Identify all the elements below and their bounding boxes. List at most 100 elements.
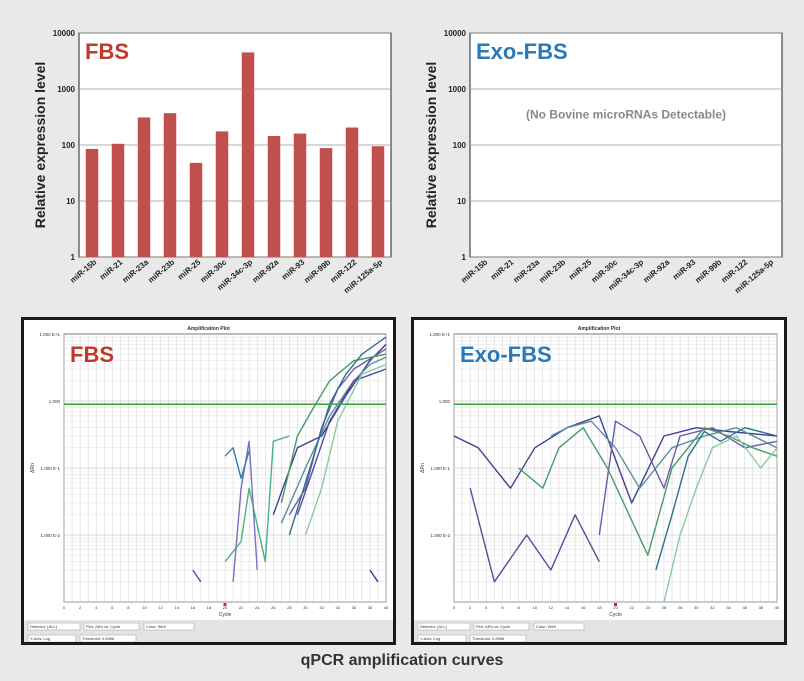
control-field bbox=[79, 634, 137, 642]
y-axis-label: ΔRn bbox=[30, 463, 36, 473]
amplification-curve bbox=[224, 435, 290, 563]
y-tick-label: 1.000 E-2 bbox=[40, 533, 60, 538]
x-tick-label: 10 bbox=[142, 605, 147, 610]
y-tick-label: 10 bbox=[66, 197, 75, 206]
fbs-bar-chart-panel: 1 10 100 1000 10000 Relative expression level… bbox=[19, 16, 396, 297]
amplification-curve bbox=[296, 368, 387, 516]
amplification-curve bbox=[369, 569, 379, 583]
x-tick-label: 34 bbox=[335, 605, 340, 610]
x-tick-label: 8 bbox=[127, 605, 130, 610]
y-tick-label: 1.000 bbox=[439, 399, 451, 404]
cursor-marker bbox=[614, 603, 617, 606]
x-tick-label: miR-23b bbox=[146, 258, 176, 285]
x-tick-label: 28 bbox=[287, 605, 292, 610]
x-tick-label: 8 bbox=[517, 605, 520, 610]
x-tick-label: 30 bbox=[303, 605, 308, 610]
y-tick-label: 1 bbox=[71, 253, 76, 262]
x-tick-label: 32 bbox=[710, 605, 715, 610]
bar bbox=[137, 117, 151, 258]
y-tick-label: 1.000 E+1 bbox=[429, 332, 450, 337]
x-tick-label: 32 bbox=[319, 605, 324, 610]
x-tick-label: 40 bbox=[775, 605, 780, 610]
amplification-curve bbox=[280, 356, 387, 524]
x-tick-label: miR-23a bbox=[512, 257, 542, 284]
x-tick-label: 0 bbox=[453, 605, 456, 610]
exo-fbs-amplification-panel: Amplification Plot 1.000 E+1 1.000 1.000 E-… bbox=[411, 317, 787, 645]
x-axis-label: Cycle bbox=[609, 612, 622, 618]
y-tick-label: 1.000 E-1 bbox=[430, 466, 450, 471]
amplification-curve bbox=[469, 488, 600, 583]
bar bbox=[371, 146, 385, 257]
x-tick-label: 16 bbox=[191, 605, 196, 610]
y-tick-label: 1 bbox=[462, 253, 467, 262]
fbs-amplification-plot: Amplification Plot 1.000 E+1 1.000 1.000 E-… bbox=[24, 320, 393, 642]
control-label: Color: Well bbox=[536, 624, 556, 629]
chart-title: Exo-FBS bbox=[476, 39, 568, 64]
bar bbox=[85, 148, 99, 257]
exo-fbs-bar-chart: 1 10 100 1000 10000 Relative expression level… bbox=[423, 29, 783, 295]
chart-title: FBS bbox=[70, 342, 114, 367]
control-label: Y-Axis: Log bbox=[420, 636, 440, 641]
control-label: Plot: ΔRn vs. Cycle bbox=[476, 624, 511, 629]
x-tick-label: 12 bbox=[549, 605, 554, 610]
y-axis-label: Relative expression level bbox=[423, 62, 439, 229]
control-field bbox=[27, 622, 81, 631]
y-tick-label: 10000 bbox=[444, 29, 467, 38]
x-tick-label: 36 bbox=[742, 605, 747, 610]
x-tick-label: 22 bbox=[629, 605, 634, 610]
amplification-curve bbox=[663, 435, 778, 603]
x-tick-label: 10 bbox=[533, 605, 538, 610]
x-tick-label: 12 bbox=[158, 605, 163, 610]
plot-header: Amplification Plot bbox=[187, 326, 230, 332]
control-field bbox=[27, 634, 77, 642]
bar bbox=[293, 133, 307, 257]
x-tick-label: 20 bbox=[223, 605, 228, 610]
y-tick-label: 1.000 E+1 bbox=[39, 332, 60, 337]
control-field bbox=[83, 622, 140, 631]
control-label: Threshold: 0.8956 bbox=[472, 636, 505, 641]
amplification-curve bbox=[280, 353, 387, 504]
amplification-curve bbox=[550, 420, 778, 489]
x-tick-label: 26 bbox=[271, 605, 276, 610]
amplification-curve bbox=[518, 426, 778, 556]
x-tick-label: 4 bbox=[485, 605, 488, 610]
x-tick-label: 16 bbox=[581, 605, 586, 610]
exo-fbs-bar-chart-panel: 1 10 100 1000 10000 Relative expression level… bbox=[410, 16, 787, 297]
y-tick-label: 1000 bbox=[448, 85, 466, 94]
bar bbox=[215, 131, 229, 257]
figure-caption: qPCR amplification curves bbox=[300, 652, 504, 669]
bar bbox=[267, 135, 281, 257]
y-tick-label: 1000 bbox=[57, 85, 75, 94]
x-tick-label: miR-92a bbox=[642, 257, 672, 284]
x-tick-label: 18 bbox=[597, 605, 602, 610]
bar bbox=[189, 162, 203, 257]
control-label: Threshold: 0.8956 bbox=[82, 636, 115, 641]
amplification-curve bbox=[192, 569, 202, 583]
x-tick-label: 24 bbox=[646, 605, 651, 610]
chart-title: Exo-FBS bbox=[460, 342, 552, 367]
control-field bbox=[143, 622, 195, 631]
x-tick-label: 36 bbox=[352, 605, 357, 610]
x-tick-label: 38 bbox=[759, 605, 764, 610]
x-axis-label: Cycle bbox=[219, 612, 232, 618]
x-tick-label: 0 bbox=[63, 605, 66, 610]
amplification-curve bbox=[304, 363, 387, 536]
x-tick-label: 6 bbox=[501, 605, 504, 610]
exo-fbs-amplification-plot: Amplification Plot 1.000 E+1 1.000 1.000 E-… bbox=[414, 320, 784, 642]
fbs-bar-chart: 1 10 100 1000 10000 Relative expression level… bbox=[32, 29, 392, 295]
x-tick-label: 30 bbox=[694, 605, 699, 610]
x-tick-label: 4 bbox=[95, 605, 98, 610]
y-tick-label: 1.000 E-1 bbox=[40, 466, 60, 471]
amplification-curve bbox=[224, 447, 250, 480]
control-field bbox=[533, 622, 585, 631]
bar bbox=[163, 113, 177, 258]
y-tick-label: 100 bbox=[62, 141, 76, 150]
x-tick-label: 14 bbox=[565, 605, 570, 610]
control-field bbox=[417, 634, 467, 642]
x-tick-label: miR-23b bbox=[537, 258, 567, 285]
cursor-marker bbox=[223, 603, 227, 606]
bar bbox=[111, 143, 125, 257]
x-tick-label: 20 bbox=[613, 605, 618, 610]
control-label: Plot: ΔRn vs. Cycle bbox=[86, 624, 121, 629]
bar bbox=[345, 127, 359, 258]
